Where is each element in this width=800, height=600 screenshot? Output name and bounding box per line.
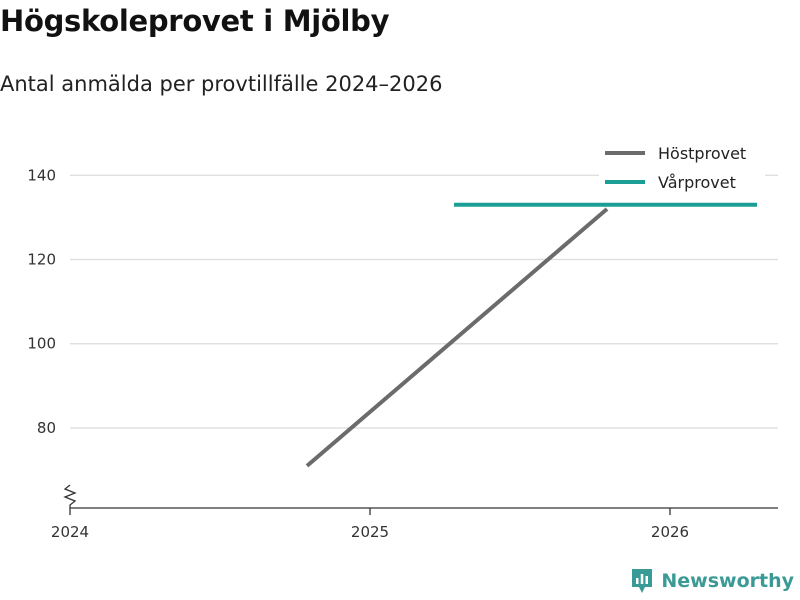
chart-title: Högskoleprovet i Mjölby: [0, 4, 390, 38]
y-tick-label: 140: [27, 166, 56, 184]
x-tick-label: 2026: [651, 523, 689, 541]
brand-name: Newsworthy: [661, 570, 794, 592]
newsworthy-logo-icon: [632, 569, 653, 593]
chart-subtitle: Antal anmälda per provtillfälle 2024–202…: [0, 72, 443, 96]
brand-logo: Newsworthy: [631, 566, 794, 596]
y-tick-label: 80: [37, 419, 56, 437]
x-tick-label: 2025: [351, 523, 389, 541]
y-tick-label: 100: [27, 335, 56, 353]
gridlines: [70, 174, 778, 429]
legend: Höstprovet Vårprovet: [599, 141, 765, 194]
x-tick-label: 2024: [51, 523, 89, 541]
series-line-1: [305, 207, 609, 468]
series-lines: [305, 202, 757, 468]
y-tick-label: 120: [27, 251, 56, 269]
axes: 80 100 120 140 2024 2025 2026: [27, 166, 778, 541]
axis-break-marker: [63, 484, 77, 508]
legend-label: Vårprovet: [658, 173, 736, 192]
legend-label: Höstprovet: [658, 144, 746, 163]
